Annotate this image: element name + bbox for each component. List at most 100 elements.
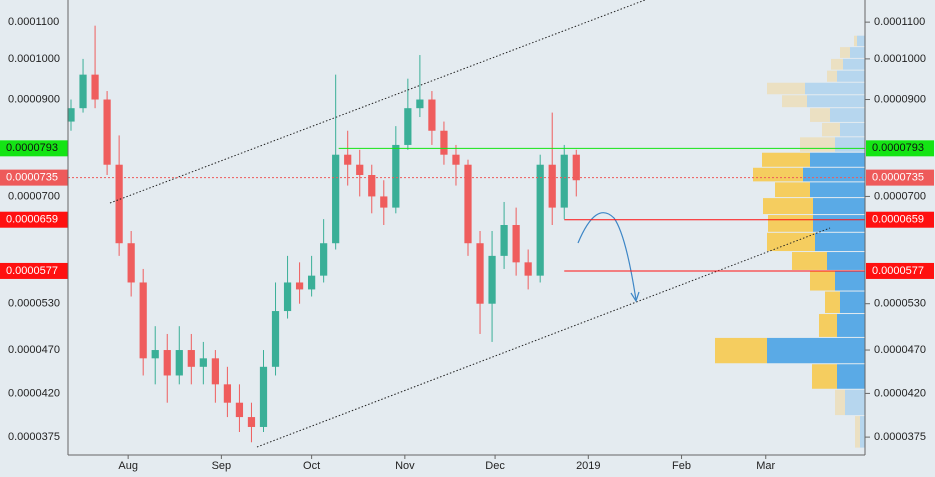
- y-tick-label-right: 0.0001100: [874, 16, 925, 28]
- candle-body: [320, 243, 328, 276]
- candle-body: [416, 99, 424, 109]
- candle-body: [536, 164, 544, 276]
- level-box-right-label: 0.0000659: [872, 214, 924, 226]
- candle-body: [428, 99, 436, 131]
- y-tick-label-left: 0.0000700: [8, 190, 60, 202]
- profile-up: [819, 314, 837, 337]
- profile-up: [775, 182, 810, 198]
- profile-down: [803, 167, 865, 182]
- candle-body: [151, 350, 159, 359]
- profile-up: [767, 232, 815, 252]
- profile-down: [857, 35, 865, 47]
- candle-body: [308, 275, 316, 290]
- arrow-head: [630, 291, 640, 303]
- profile-down: [813, 215, 865, 232]
- y-tick-label-right: 0.0000530: [874, 298, 926, 310]
- profile-down: [837, 314, 865, 337]
- profile-down: [807, 95, 865, 108]
- candle-body: [283, 282, 292, 312]
- x-tick-label: Aug: [118, 460, 138, 472]
- y-tick-label-right: 0.0000420: [874, 387, 926, 399]
- candle-body: [332, 154, 340, 244]
- x-tick-label: Nov: [395, 460, 415, 472]
- level-box-right: [866, 169, 934, 186]
- projection-arrow: [577, 212, 637, 301]
- y-tick-label-left: 0.0000530: [8, 298, 60, 310]
- candle-body: [91, 74, 99, 100]
- profile-up: [810, 270, 835, 291]
- candle-body: [295, 282, 304, 290]
- candle-body: [247, 417, 256, 427]
- profile-up: [768, 215, 813, 232]
- candle-body: [524, 262, 532, 276]
- profile-up: [810, 108, 830, 122]
- x-tick-label: Mar: [756, 460, 775, 472]
- profile-up: [762, 152, 810, 167]
- candle-body: [199, 358, 207, 367]
- y-tick-label-left: 0.0000420: [8, 387, 60, 399]
- profile-down: [827, 252, 865, 270]
- x-tick-label: Dec: [485, 460, 505, 472]
- level-box-left-label: 0.0000735: [6, 172, 58, 184]
- profile-down: [835, 137, 865, 152]
- profile-down: [850, 47, 865, 58]
- candle-body: [356, 164, 364, 176]
- candle-body: [259, 366, 268, 427]
- y-tick-label-right: 0.0001000: [874, 53, 926, 65]
- candle-body: [175, 350, 183, 376]
- candle-body: [344, 154, 352, 165]
- candle-body: [404, 108, 412, 145]
- profile-up: [840, 47, 850, 58]
- candle-body: [512, 225, 520, 263]
- profile-up: [835, 389, 845, 416]
- profile-up: [767, 82, 805, 95]
- profile-down: [813, 198, 865, 215]
- y-tick-label-right: 0.0000900: [874, 93, 926, 105]
- profile-up: [800, 137, 835, 152]
- profile-up: [812, 364, 837, 389]
- profile-down: [840, 291, 865, 314]
- profile-down: [860, 416, 865, 448]
- profile-down: [767, 337, 865, 364]
- profile-down: [845, 389, 865, 416]
- profile-up: [855, 416, 860, 448]
- level-box-right: [866, 262, 934, 279]
- profile-up: [831, 58, 843, 70]
- profile-up: [822, 122, 840, 137]
- profile-down: [840, 122, 865, 137]
- x-tick-label: Feb: [672, 460, 691, 472]
- profile-down: [843, 58, 865, 70]
- profile-down: [837, 364, 865, 389]
- level-box-right-label: 0.0000793: [872, 142, 924, 154]
- level-box-left: [0, 262, 68, 279]
- profile-up: [763, 198, 813, 215]
- profile-down: [810, 152, 865, 167]
- candle-body: [464, 164, 472, 244]
- candle-body: [127, 243, 135, 283]
- y-tick-label-right: 0.0000375: [874, 431, 926, 443]
- profile-down: [815, 232, 865, 252]
- candle-body: [440, 130, 448, 155]
- level-box-left: [0, 140, 68, 157]
- x-tick-label: Oct: [303, 460, 320, 472]
- candle-body: [67, 108, 75, 122]
- x-tick-label: Sep: [212, 460, 232, 472]
- y-tick-label-left: 0.0000375: [8, 431, 60, 443]
- candle-body: [79, 74, 87, 109]
- candle-body: [380, 196, 388, 208]
- y-tick-label-left: 0.0001100: [8, 16, 59, 28]
- level-box-right-label: 0.0000577: [872, 265, 924, 277]
- profile-up: [715, 337, 767, 364]
- profile-up: [792, 252, 827, 270]
- candle-body: [187, 350, 195, 367]
- level-box-left: [0, 169, 68, 186]
- y-tick-label-left: 0.0001000: [8, 53, 60, 65]
- candle-body: [211, 358, 219, 385]
- profile-down: [837, 70, 865, 82]
- candle-body: [103, 99, 111, 165]
- profile-up: [854, 35, 857, 47]
- candle-body: [115, 164, 123, 244]
- data-layer: [67, 25, 865, 448]
- level-box-left-label: 0.0000577: [6, 265, 58, 277]
